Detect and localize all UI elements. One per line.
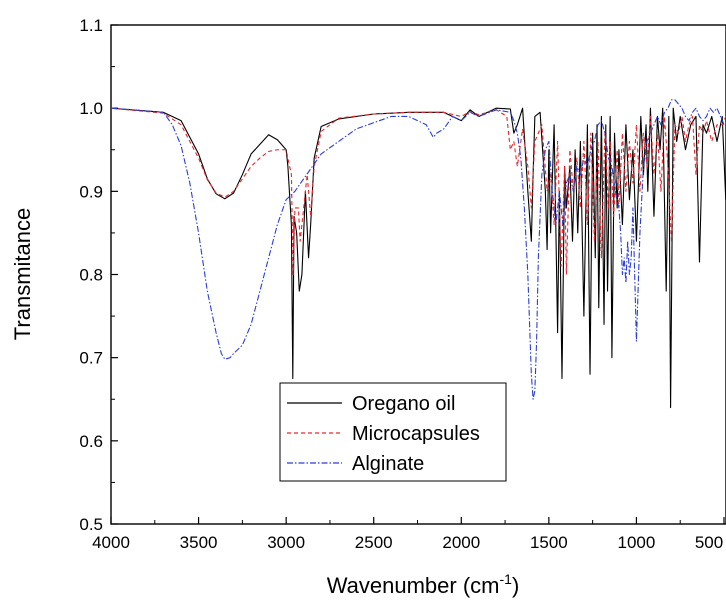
legend-label: Oregano oil [352,393,455,415]
x-tick-label: 2500 [355,533,393,552]
x-axis-title: Wavenumber (cm-1) [327,571,520,598]
y-tick-label: 0.9 [79,182,103,201]
y-tick-label: 0.5 [79,515,103,534]
x-axis-title-superscript: -1 [500,571,513,587]
y-tick-label: 1.0 [79,99,103,118]
x-axis-ticks: 4000 3500 3000 2500 2000 1500 1000 500 [92,517,725,552]
x-tick-label: 3500 [180,533,218,552]
series-line-microcapsules [111,107,726,276]
x-tick-label: 3000 [267,533,305,552]
x-axis-title-close: ) [512,573,519,598]
legend-label: Alginate [352,453,424,475]
legend: Oregano oil Microcapsules Alginate [279,382,507,482]
y-axis-title: Transmitance [10,208,35,340]
x-tick-label: 1500 [530,533,568,552]
legend-box [279,382,507,482]
y-tick-label: 1.1 [79,16,103,35]
y-axis-ticks: 0.5 0.6 0.7 0.8 0.9 1.0 1.1 [79,16,118,534]
x-tick-label: 4000 [92,533,130,552]
y-tick-label: 0.8 [79,266,103,285]
series-group [111,99,726,409]
x-tick-label: 2000 [442,533,480,552]
series-line-alginate [111,99,726,400]
y-tick-label: 0.6 [79,432,103,451]
y-tick-label: 0.7 [79,349,103,368]
x-tick-label: 1000 [618,533,656,552]
x-tick-label: 500 [695,533,723,552]
series-line-oregano-oil [111,107,726,409]
legend-label: Microcapsules [352,423,480,445]
